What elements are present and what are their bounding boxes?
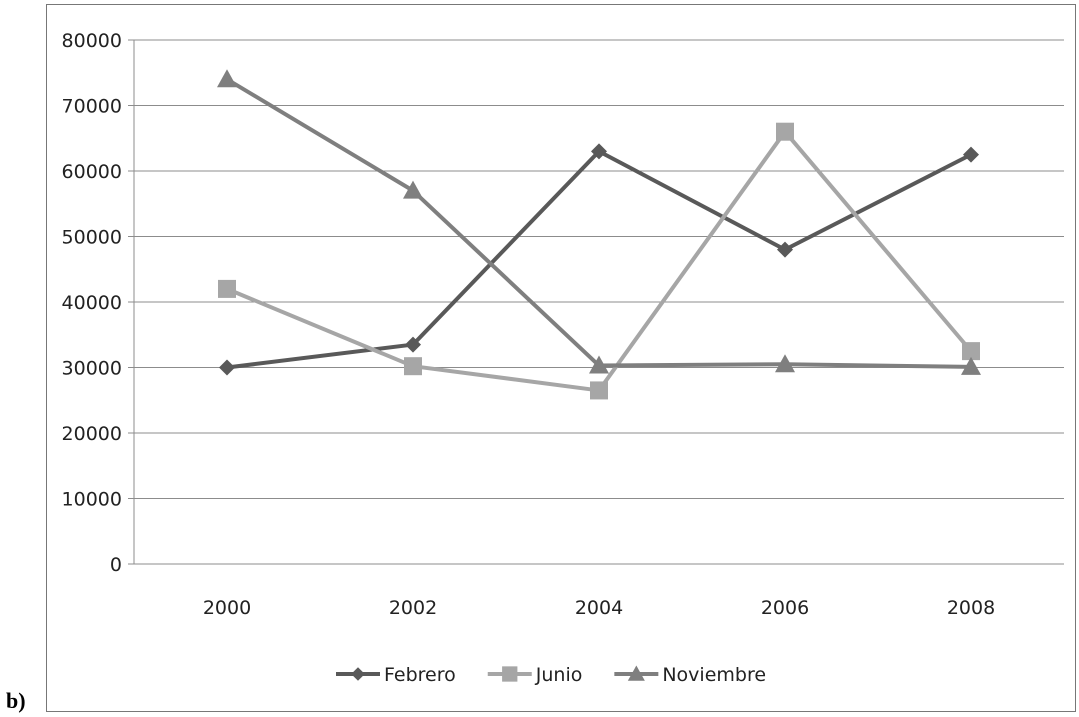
- y-tick-label: 50000: [62, 227, 122, 249]
- legend-item-febrero: Febrero: [336, 664, 456, 686]
- series-febrero: [219, 143, 979, 376]
- y-tick-label: 30000: [62, 358, 122, 380]
- y-tick-label: 20000: [62, 423, 122, 445]
- legend-label-febrero: Febrero: [384, 664, 456, 686]
- data-point-noviembre: [961, 356, 981, 375]
- data-point-noviembre: [217, 69, 237, 88]
- y-tick-label: 60000: [62, 161, 122, 183]
- series-layer: [217, 69, 981, 400]
- legend-marker-noviembre: [627, 665, 645, 681]
- data-point-febrero: [591, 143, 607, 160]
- chart-frame: [46, 4, 1076, 712]
- legend-item-noviembre: Noviembre: [614, 664, 766, 686]
- series-noviembre: [217, 69, 981, 375]
- y-tick-label: 80000: [62, 30, 122, 52]
- y-tick-label: 70000: [62, 96, 122, 118]
- legend: Febrero Junio Noviembre: [336, 664, 766, 686]
- y-axis-tick-labels: 0 10000 20000 30000 40000 50000 60000 70000 8000…: [62, 30, 122, 576]
- x-tick-label: 2004: [575, 597, 623, 619]
- data-point-noviembre: [403, 180, 423, 199]
- line-chart: 0 10000 20000 30000 40000 50000 60000 70000 8000…: [62, 30, 1064, 686]
- y-tick-label: 10000: [62, 489, 122, 511]
- gridlines: [128, 39, 1064, 565]
- data-point-febrero: [405, 336, 421, 353]
- data-point-febrero: [963, 146, 979, 163]
- data-point-febrero: [777, 241, 793, 258]
- x-tick-label: 2006: [761, 597, 809, 619]
- data-point-junio: [962, 342, 980, 361]
- legend-marker-junio: [502, 666, 518, 682]
- x-tick-label: 2000: [203, 597, 251, 619]
- series-line-noviembre: [225, 77, 972, 369]
- legend-label-junio: Junio: [535, 664, 583, 686]
- data-point-junio: [776, 122, 794, 141]
- y-tick-label: 40000: [62, 292, 122, 314]
- x-axis-tick-labels: 2000 2002 2004 2006 2008: [203, 597, 995, 619]
- data-point-junio: [590, 381, 608, 400]
- data-point-noviembre: [775, 354, 795, 373]
- panel-label: b): [6, 688, 26, 713]
- y-tick-label: 0: [110, 554, 122, 576]
- legend-label-noviembre: Noviembre: [662, 664, 766, 686]
- data-point-junio: [218, 279, 236, 298]
- x-tick-label: 2008: [947, 597, 995, 619]
- legend-marker-febrero: [351, 667, 365, 681]
- legend-item-junio: Junio: [487, 664, 583, 686]
- data-point-noviembre: [589, 355, 609, 374]
- x-tick-label: 2002: [389, 597, 437, 619]
- data-point-junio: [404, 357, 422, 376]
- series-junio: [218, 122, 980, 400]
- data-point-febrero: [219, 359, 235, 376]
- axes: [133, 40, 1064, 565]
